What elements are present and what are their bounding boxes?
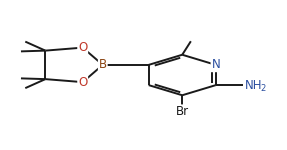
Text: O: O (78, 76, 87, 89)
Text: NH: NH (245, 79, 263, 92)
Text: O: O (78, 41, 87, 54)
Text: Br: Br (176, 105, 189, 118)
Text: 2: 2 (261, 84, 266, 93)
Text: N: N (212, 58, 220, 71)
Text: B: B (99, 58, 107, 71)
